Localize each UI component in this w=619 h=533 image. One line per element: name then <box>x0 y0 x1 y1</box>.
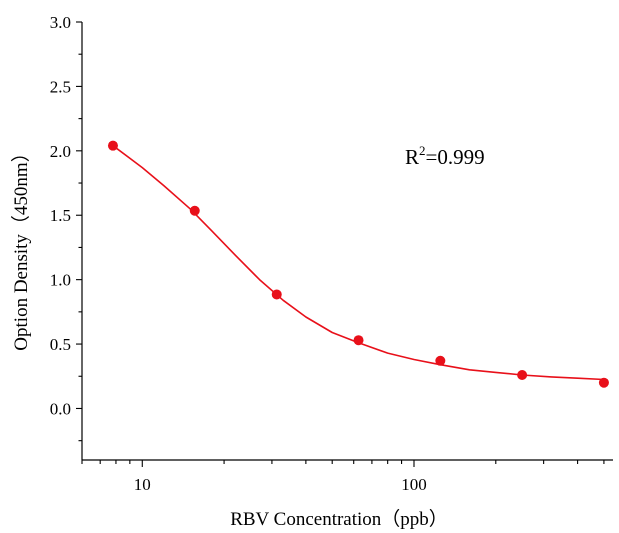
data-point <box>189 205 200 216</box>
y-tick-label: 0.0 <box>50 399 71 418</box>
data-point <box>107 140 118 151</box>
x-tick-label: 100 <box>401 475 427 494</box>
r-squared-annotation: R2=0.999 <box>405 143 485 169</box>
data-point <box>435 355 446 366</box>
y-tick-label: 0.5 <box>50 335 71 354</box>
y-tick-label: 2.5 <box>50 77 71 96</box>
data-point <box>517 369 528 380</box>
y-axis-title: Option Density（450nm） <box>10 143 32 350</box>
y-tick-label: 1.0 <box>50 271 71 290</box>
data-point <box>353 335 364 346</box>
r-squared-base: R <box>405 145 419 169</box>
y-tick-label: 2.0 <box>50 142 71 161</box>
axes: 0.0 0.5 1.0 1.5 2.0 2.5 3.0 10 100 <box>50 13 613 494</box>
data-point <box>271 289 282 300</box>
x-tick-label: 10 <box>134 475 151 494</box>
data-points-layer <box>107 140 609 388</box>
data-point <box>598 377 609 388</box>
r-squared-sup: 2 <box>419 143 426 158</box>
r-squared-value: =0.999 <box>426 145 485 169</box>
y-tick-label: 3.0 <box>50 13 71 32</box>
x-axis-title: RBV Concentration（ppb） <box>230 508 448 530</box>
y-tick-label: 1.5 <box>50 206 71 225</box>
